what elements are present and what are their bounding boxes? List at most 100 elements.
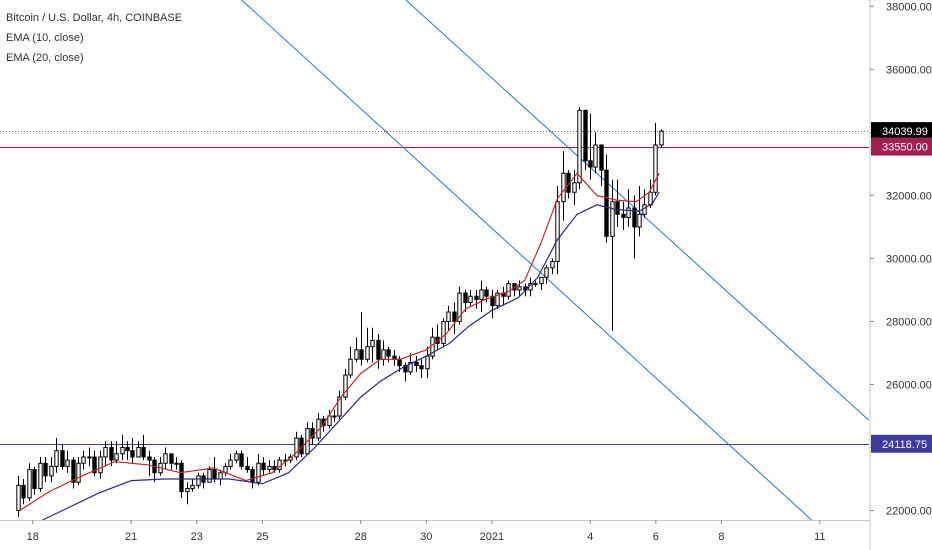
candle-body bbox=[626, 207, 631, 218]
candle-body bbox=[234, 453, 239, 461]
candle-body bbox=[365, 346, 370, 360]
candle-body bbox=[610, 201, 615, 237]
plot-area bbox=[0, 0, 869, 520]
x-tick-label: 21 bbox=[125, 531, 137, 543]
candle-body bbox=[408, 361, 413, 373]
x-tick-label: 11 bbox=[814, 531, 825, 543]
candle-body bbox=[174, 462, 179, 465]
candle-body bbox=[376, 339, 381, 360]
y-tick-label: 32000.00 bbox=[886, 190, 932, 202]
y-tick-label: 22000.00 bbox=[886, 506, 932, 518]
candle-body bbox=[245, 465, 250, 471]
candle-body bbox=[196, 475, 201, 486]
y-tick-label: 38000.00 bbox=[886, 1, 932, 13]
trend-line bbox=[240, 0, 812, 520]
candle-body bbox=[550, 261, 555, 269]
candle-body bbox=[21, 484, 26, 499]
candle-body bbox=[648, 191, 653, 206]
candle-body bbox=[125, 447, 130, 452]
candle-body bbox=[572, 182, 577, 193]
candle-body bbox=[425, 355, 430, 370]
candle-body bbox=[81, 456, 86, 464]
candle-body bbox=[452, 311, 457, 322]
candle-body bbox=[267, 465, 272, 471]
candle-body bbox=[653, 144, 658, 193]
candle-body bbox=[348, 358, 353, 376]
candle-body bbox=[109, 447, 114, 461]
candle-body bbox=[419, 365, 424, 370]
candle-body bbox=[87, 456, 92, 459]
candle-body bbox=[228, 459, 233, 467]
candle-body bbox=[533, 283, 538, 286]
candle-body bbox=[539, 276, 544, 285]
candle-body bbox=[474, 295, 479, 300]
candle-body bbox=[38, 462, 43, 489]
candle-body bbox=[190, 484, 195, 489]
candle-body bbox=[310, 428, 315, 439]
y-tick-label: 30000.00 bbox=[886, 253, 932, 265]
candle-body bbox=[98, 456, 103, 474]
candle-body bbox=[65, 459, 70, 467]
symbol-title: Bitcoin / U.S. Dollar, 4h, COINBASE bbox=[6, 12, 183, 24]
candle-body bbox=[517, 286, 522, 291]
x-tick-label: 23 bbox=[191, 531, 203, 543]
candle-body bbox=[468, 295, 473, 304]
candle-body bbox=[359, 349, 364, 360]
candle-body bbox=[490, 295, 495, 307]
candle-body bbox=[147, 456, 152, 461]
candle-body bbox=[381, 349, 386, 360]
candle-body bbox=[599, 144, 604, 171]
candle-body bbox=[544, 267, 549, 278]
x-tick-label: 30 bbox=[420, 531, 432, 543]
x-tick-label: 2021 bbox=[480, 531, 504, 543]
candle-body bbox=[120, 447, 125, 455]
candle-body bbox=[54, 450, 59, 467]
candle-body bbox=[207, 469, 212, 483]
price-label-box bbox=[871, 137, 932, 156]
candle-body bbox=[239, 453, 244, 467]
ema-line bbox=[42, 191, 660, 520]
candle-body bbox=[218, 472, 223, 480]
candle-body bbox=[446, 311, 451, 322]
ema20-legend: EMA (20, close) bbox=[6, 52, 84, 64]
candle-body bbox=[32, 469, 37, 489]
candle-body bbox=[27, 469, 32, 499]
x-tick-label: 25 bbox=[256, 531, 268, 543]
candle-body bbox=[294, 437, 299, 458]
candle-body bbox=[615, 201, 620, 215]
candle-body bbox=[577, 109, 582, 184]
candle-body bbox=[588, 160, 593, 168]
candle-body bbox=[185, 487, 190, 493]
candle-body bbox=[397, 358, 402, 367]
candle-body bbox=[212, 469, 217, 480]
candle-body bbox=[441, 320, 446, 345]
candle-body bbox=[386, 349, 391, 357]
candle-body bbox=[561, 172, 566, 203]
candle-body bbox=[114, 453, 119, 461]
candle-body bbox=[130, 450, 135, 458]
candle-body bbox=[583, 109, 588, 162]
candle-body bbox=[60, 450, 65, 467]
candle-body bbox=[479, 289, 484, 300]
x-tick-label: 18 bbox=[27, 531, 39, 543]
candle-body bbox=[414, 361, 419, 367]
candle-body bbox=[604, 169, 609, 237]
price-label-text: 34039.99 bbox=[882, 126, 928, 138]
candle-body bbox=[463, 292, 468, 304]
price-label-box bbox=[871, 122, 932, 141]
candle-body bbox=[272, 465, 277, 471]
trend-line bbox=[405, 0, 869, 421]
candle-body bbox=[76, 462, 81, 483]
ema10-legend: EMA (10, close) bbox=[6, 32, 84, 44]
candle-body bbox=[593, 144, 598, 168]
candle-body bbox=[457, 292, 462, 322]
candle-body bbox=[163, 453, 168, 464]
candle-body bbox=[354, 349, 359, 360]
candle-body bbox=[555, 201, 560, 263]
y-tick-label: 26000.00 bbox=[886, 379, 932, 391]
price-label-text: 24118.75 bbox=[882, 439, 927, 451]
x-tick-label: 28 bbox=[355, 531, 367, 543]
candle-body bbox=[370, 339, 375, 348]
